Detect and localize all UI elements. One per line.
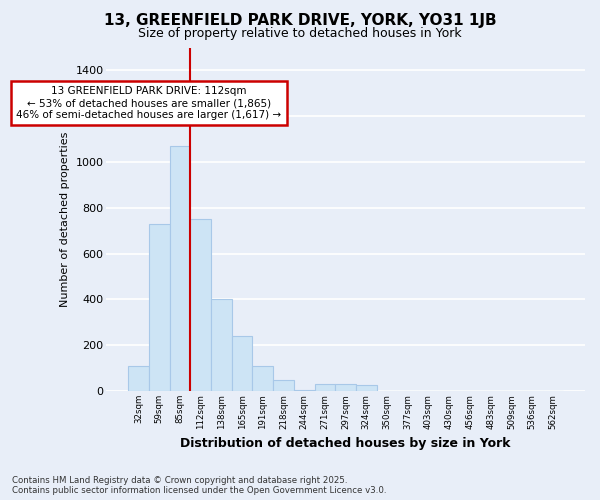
Text: 13 GREENFIELD PARK DRIVE: 112sqm
← 53% of detached houses are smaller (1,865)
46: 13 GREENFIELD PARK DRIVE: 112sqm ← 53% o…: [16, 86, 281, 120]
Bar: [190, 220, 211, 391]
Bar: [232, 336, 253, 391]
Bar: [170, 146, 190, 391]
X-axis label: Distribution of detached houses by size in York: Distribution of detached houses by size …: [181, 437, 511, 450]
Bar: [149, 224, 170, 391]
Text: Contains HM Land Registry data © Crown copyright and database right 2025.
Contai: Contains HM Land Registry data © Crown c…: [12, 476, 386, 495]
Bar: [128, 366, 149, 391]
Bar: [335, 384, 356, 391]
Bar: [211, 300, 232, 391]
Y-axis label: Number of detached properties: Number of detached properties: [60, 132, 70, 307]
Text: Size of property relative to detached houses in York: Size of property relative to detached ho…: [138, 28, 462, 40]
Bar: [314, 384, 335, 391]
Bar: [253, 366, 273, 391]
Bar: [356, 386, 377, 391]
Text: 13, GREENFIELD PARK DRIVE, YORK, YO31 1JB: 13, GREENFIELD PARK DRIVE, YORK, YO31 1J…: [104, 12, 496, 28]
Bar: [294, 390, 314, 391]
Bar: [273, 380, 294, 391]
